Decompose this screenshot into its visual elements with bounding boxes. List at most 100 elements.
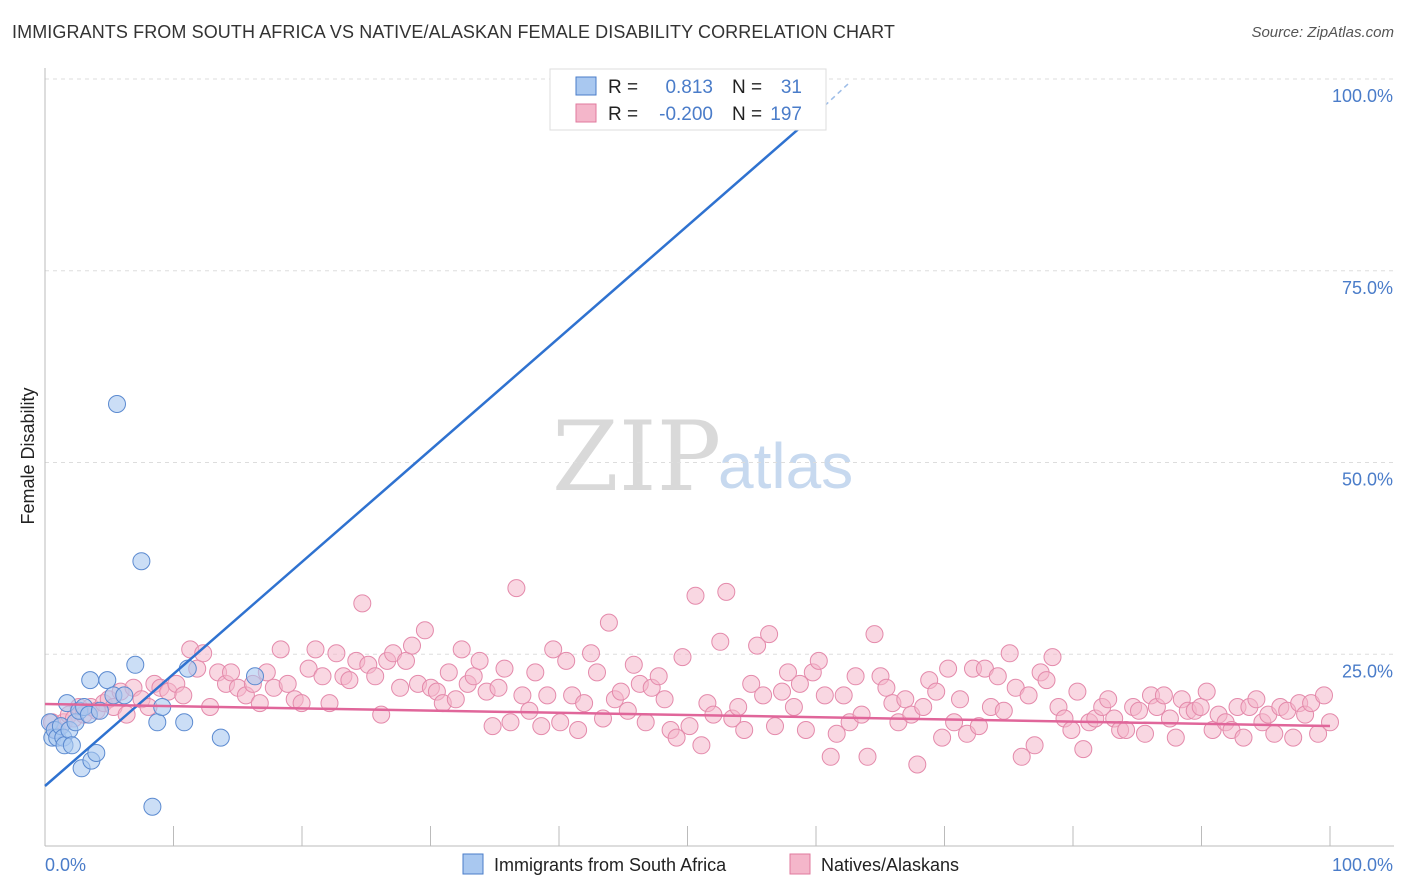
natives-point <box>618 701 637 720</box>
natives-point <box>557 651 576 670</box>
series-south-africa-points <box>40 395 264 816</box>
trend-line-natives <box>44 702 1331 728</box>
natives-point <box>717 582 736 601</box>
natives-point <box>599 613 618 632</box>
natives-point <box>667 728 686 747</box>
natives-point <box>278 674 297 693</box>
natives-point <box>692 736 711 755</box>
natives-point <box>680 717 699 736</box>
natives-point <box>877 678 896 697</box>
natives-point <box>353 594 372 613</box>
gridlines <box>45 78 1394 655</box>
south-africa-point <box>62 736 81 755</box>
south-africa-point <box>98 671 117 690</box>
natives-point <box>366 667 385 686</box>
natives-point <box>908 755 927 774</box>
natives-point <box>711 632 730 651</box>
natives-point <box>927 682 946 701</box>
south-africa-point <box>108 395 126 413</box>
natives-point <box>748 636 767 655</box>
natives-point <box>951 690 969 709</box>
natives-point <box>988 667 1007 686</box>
natives-point <box>306 640 325 659</box>
natives-point <box>655 690 674 709</box>
correlation-legend: R = 0.813 N = 31 R = -0.200 N = 197 <box>549 68 827 131</box>
natives-point <box>1043 648 1062 667</box>
natives-point <box>945 713 964 732</box>
natives-point <box>1019 686 1038 705</box>
natives-point <box>1191 698 1210 716</box>
natives-point <box>933 728 952 747</box>
y-axis-label: Female Disability <box>18 387 38 524</box>
natives-point <box>464 667 483 686</box>
natives-point <box>582 644 600 663</box>
natives-point <box>760 625 779 644</box>
natives-point <box>914 698 933 716</box>
natives-point <box>766 717 784 736</box>
natives-point <box>526 663 545 682</box>
y-tick-label: 75.0% <box>1342 278 1393 298</box>
trend-lines <box>44 83 1331 787</box>
tick-labels: 25.0% 50.0% 75.0% 100.0% 0.0% 100.0% <box>45 86 1393 875</box>
natives-point <box>1037 671 1056 690</box>
natives-point <box>1265 724 1284 743</box>
natives-point <box>340 671 359 690</box>
natives-point <box>1130 701 1148 720</box>
natives-point <box>1068 682 1087 701</box>
natives-point <box>397 651 415 670</box>
series-natives-points <box>43 579 1339 774</box>
bottom-legend-label-pink: Natives/Alaskans <box>821 855 959 875</box>
natives-point <box>729 698 748 716</box>
natives-point <box>1136 724 1154 743</box>
south-africa-point <box>81 671 100 690</box>
south-africa-point <box>115 686 134 705</box>
south-africa-point <box>148 713 167 732</box>
natives-point <box>846 667 865 686</box>
south-africa-point <box>126 655 145 674</box>
south-africa-point <box>90 701 109 720</box>
natives-point <box>551 713 570 732</box>
natives-point <box>1000 644 1019 663</box>
legend-n-value-pink: 197 <box>770 104 802 125</box>
natives-point <box>489 678 508 697</box>
natives-point <box>624 655 643 674</box>
legend-r-value-blue: 0.813 <box>665 77 713 98</box>
natives-point <box>588 663 606 682</box>
natives-point <box>1074 740 1093 759</box>
x-tick-label-start: 0.0% <box>45 855 86 875</box>
natives-point <box>686 586 705 605</box>
natives-point <box>809 651 828 670</box>
natives-point <box>636 713 655 732</box>
natives-point <box>790 674 809 693</box>
legend-r-label-blue: R = <box>608 77 638 98</box>
legend-r-value-pink: -0.200 <box>659 104 713 125</box>
natives-point <box>1284 728 1303 747</box>
natives-point <box>403 636 421 655</box>
legend-r-label-pink: R = <box>608 104 638 125</box>
watermark-zip: ZIP <box>552 401 721 513</box>
natives-point <box>575 694 594 713</box>
natives-point <box>865 625 884 644</box>
natives-point <box>939 659 958 678</box>
natives-point <box>507 579 526 598</box>
bottom-legend-swatch-pink <box>789 853 811 875</box>
natives-point <box>673 648 692 667</box>
natives-point <box>495 659 514 678</box>
x-tick-label-end: 100.0% <box>1332 855 1393 875</box>
natives-point <box>815 686 834 705</box>
natives-point <box>391 678 410 697</box>
legend-n-label-blue: N = <box>732 77 762 98</box>
natives-point <box>271 640 290 659</box>
natives-point <box>327 644 346 663</box>
natives-point <box>250 694 269 713</box>
natives-point <box>852 705 871 724</box>
natives-point <box>1012 747 1031 766</box>
natives-point <box>1117 721 1136 739</box>
natives-point <box>1062 721 1081 739</box>
natives-point <box>1247 690 1266 709</box>
south-africa-point <box>132 552 151 571</box>
bottom-legend-label-blue: Immigrants from South Africa <box>494 855 727 875</box>
natives-point <box>834 686 853 705</box>
natives-point <box>320 694 339 713</box>
